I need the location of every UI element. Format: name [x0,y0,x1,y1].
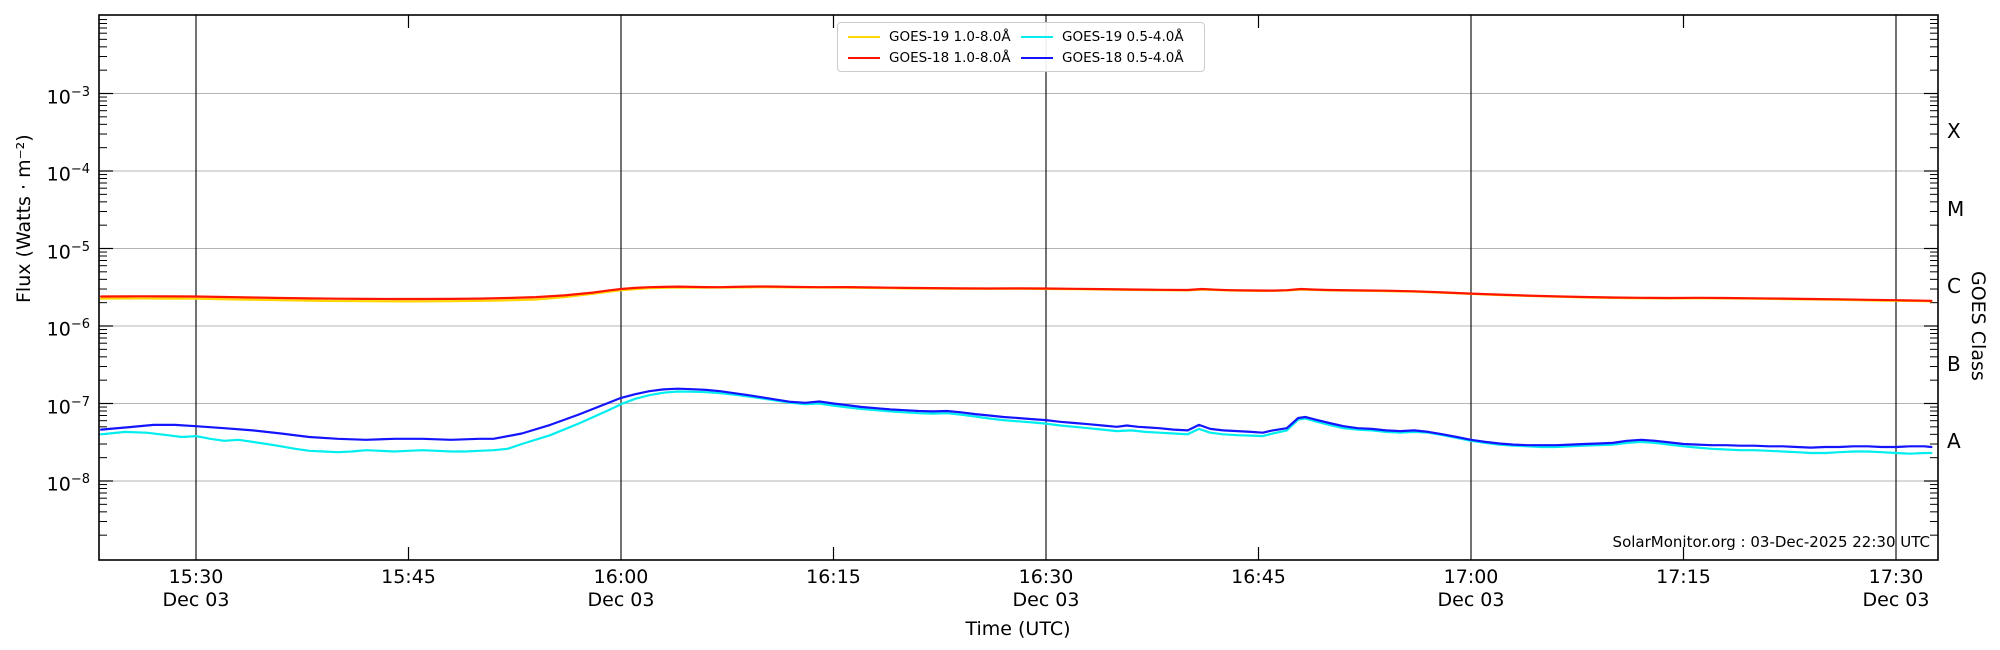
legend-label: GOES-18 0.5-4.0Å [1062,49,1184,66]
legend-line-sample [1021,56,1053,59]
legend-label: GOES-19 0.5-4.0Å [1062,28,1184,45]
legend-line-sample [848,56,880,59]
x-tick-label: 16:30 [1018,566,1074,588]
plot-border [98,14,1939,561]
x-tick-label: 17:30 [1868,566,1924,588]
x-tick-label: 17:00 [1443,566,1499,588]
x-tick-sublabel: Dec 03 [1012,589,1080,611]
x-tick-label: 16:00 [593,566,649,588]
y-tick-label: 10−8 [46,472,90,496]
series-goes19-short [99,390,1933,455]
goes-class-label: X [1947,119,1961,144]
goes-class-label: C [1947,274,1961,299]
y-tick-label: 10−6 [46,317,90,341]
x-tick-label: 15:30 [168,566,224,588]
attribution-text: SolarMonitor.org : 03-Dec-2025 22:30 UTC [1612,533,1930,551]
goes-class-label: A [1947,429,1961,454]
y-axis-label-goes-class: GOES Class [1967,271,1989,381]
y-axis-label-flux: Flux (Watts · m⁻²) [13,134,35,303]
goes-class-label: M [1947,196,1965,221]
series-goes18-long [99,285,1933,302]
legend-entry-goes18-short: GOES-18 0.5-4.0Å [1021,50,1194,66]
series-goes18-short [99,387,1933,449]
legend-label: GOES-19 1.0-8.0Å [889,28,1011,45]
x-tick-label: 16:15 [806,566,861,588]
legend-line-sample [1021,35,1053,38]
x-tick-sublabel: Dec 03 [587,589,655,611]
x-tick-label: 15:45 [381,566,436,588]
x-tick-sublabel: Dec 03 [1862,589,1930,611]
y-tick-label: 10−3 [46,84,90,108]
legend-entry-goes19-short: GOES-19 0.5-4.0Å [1021,29,1194,45]
legend: GOES-19 1.0-8.0Å GOES-18 1.0-8.0Å GOES-19 … [837,22,1205,72]
x-tick-sublabel: Dec 03 [162,589,230,611]
legend-entry-goes18-long: GOES-18 1.0-8.0Å [848,50,1021,66]
x-tick-sublabel: Dec 03 [1437,589,1505,611]
legend-line-sample [848,35,880,38]
legend-label: GOES-18 1.0-8.0Å [889,49,1011,66]
y-tick-label: 10−4 [46,162,90,186]
legend-entry-goes19-long: GOES-19 1.0-8.0Å [848,29,1021,45]
x-axis-label-time: Time (UTC) [965,618,1071,640]
x-tick-label: 16:45 [1231,566,1286,588]
x-tick-label: 17:15 [1656,566,1711,588]
goes-class-label: B [1947,351,1961,376]
y-tick-label: 10−7 [46,394,90,418]
y-tick-label: 10−5 [46,239,90,263]
